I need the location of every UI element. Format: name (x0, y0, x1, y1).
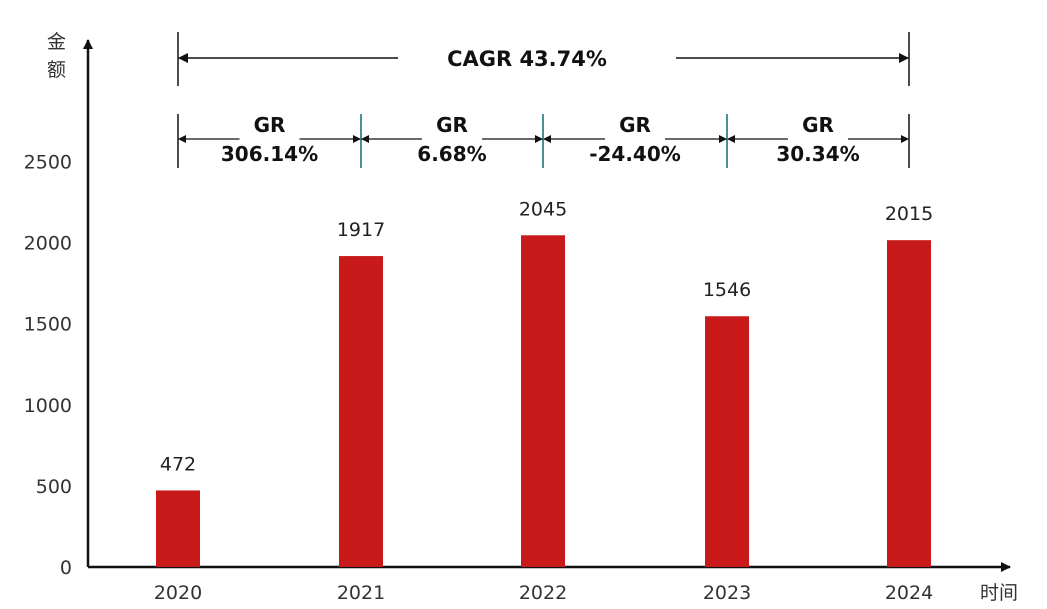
x-tick-label-2022: 2022 (519, 582, 567, 604)
gr-label-title: GR (802, 113, 834, 137)
y-tick-label: 2000 (24, 233, 72, 255)
bar-2022 (521, 235, 565, 567)
y-tick-label: 500 (36, 476, 72, 498)
x-axis-title: 时间 (980, 582, 1018, 604)
y-axis-title-char-2: 额 (47, 59, 66, 81)
x-tick-label-2021: 2021 (337, 582, 385, 604)
x-tick-label-2024: 2024 (885, 582, 933, 604)
y-tick-label: 2500 (24, 152, 72, 174)
y-tick-label: 0 (60, 557, 72, 579)
gr-label-value: -24.40% (589, 142, 681, 166)
data-label-2021: 1917 (337, 219, 385, 241)
cagr-label: CAGR 43.74% (447, 47, 607, 71)
bar-2020 (156, 490, 200, 567)
y-axis-title-char-1: 金 (47, 31, 66, 53)
data-label-2022: 2045 (519, 198, 567, 220)
gr-label-value: 306.14% (221, 142, 318, 166)
gr-label-title: GR (436, 113, 468, 137)
data-label-2024: 2015 (885, 203, 933, 225)
data-label-2023: 1546 (703, 279, 751, 301)
data-label-2020: 472 (160, 453, 196, 475)
gr-label-value: 30.34% (776, 142, 859, 166)
y-tick-label: 1500 (24, 314, 72, 336)
bar-2024 (887, 240, 931, 568)
bar-2021 (339, 256, 383, 567)
gr-label-title: GR (619, 113, 651, 137)
gr-label-title: GR (254, 113, 286, 137)
x-tick-label-2020: 2020 (154, 582, 202, 604)
bar-2023 (705, 316, 749, 567)
gr-label-value: 6.68% (417, 142, 486, 166)
x-tick-label-2023: 2023 (703, 582, 751, 604)
y-tick-label: 1000 (24, 395, 72, 417)
